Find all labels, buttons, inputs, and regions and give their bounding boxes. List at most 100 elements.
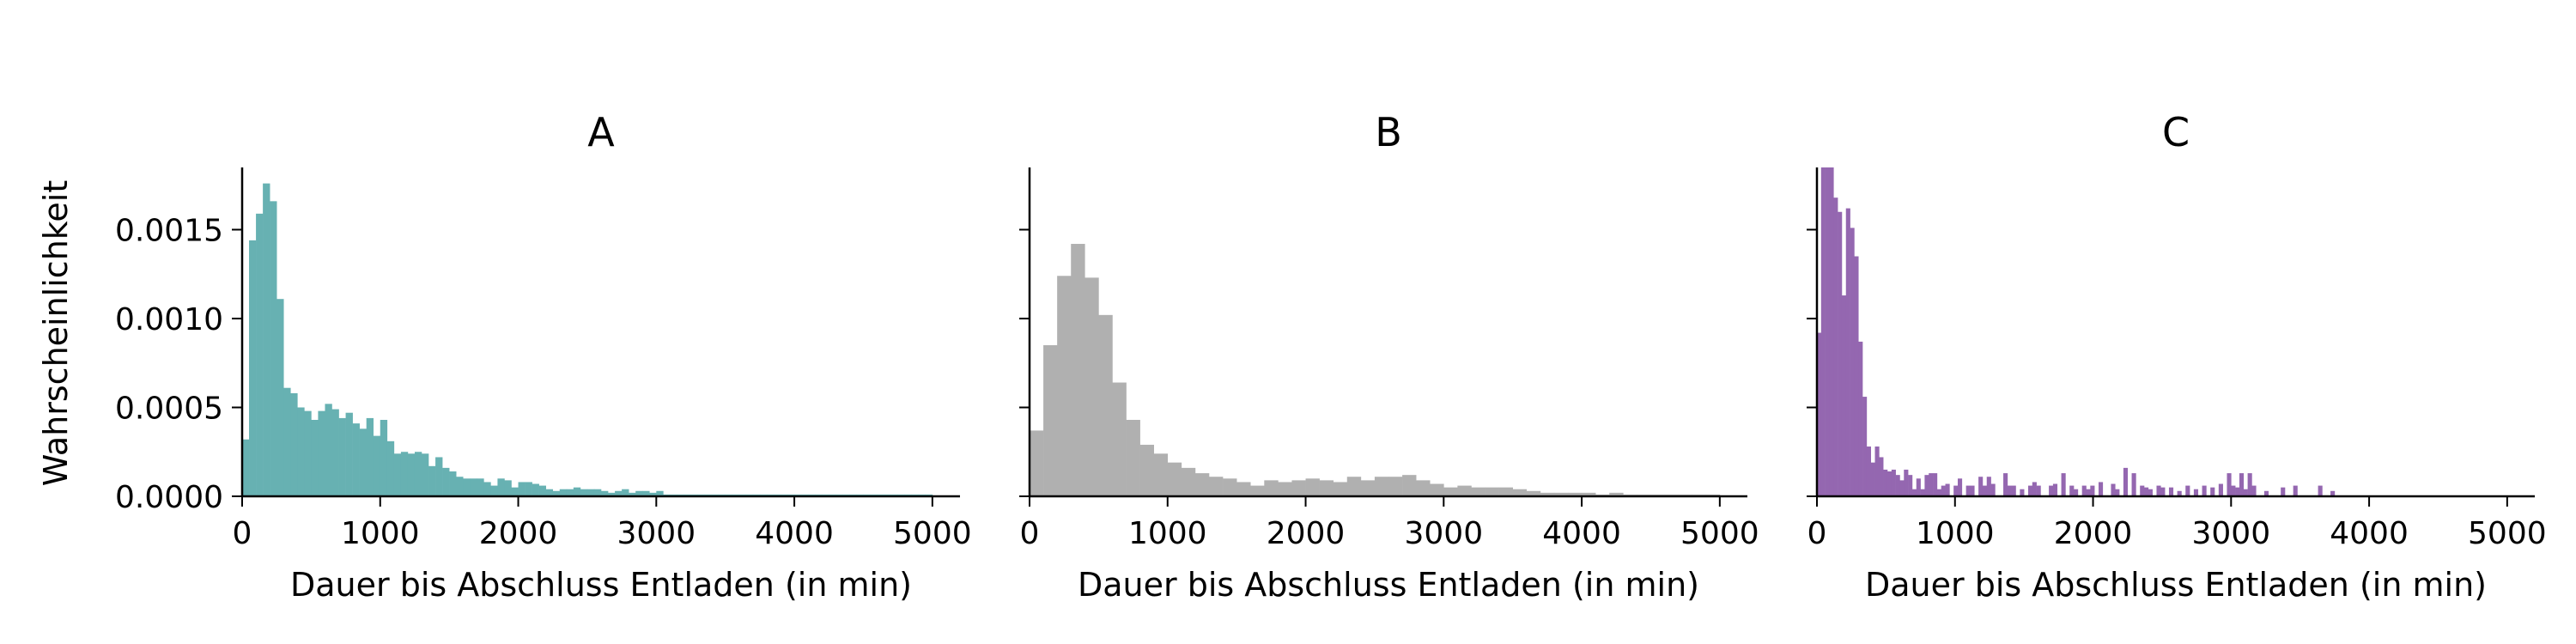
histogram-bar — [1568, 492, 1583, 496]
x-axis-label: Dauer bis Abschluss Entladen (in min) — [1078, 566, 1699, 604]
histogram-bar — [1209, 477, 1224, 496]
axes-group: 0 1000 2000 3000 4000 5000 — [1807, 167, 2547, 551]
histogram-bar — [2281, 487, 2286, 496]
histogram-bar — [2193, 489, 2199, 496]
histogram-bar — [511, 487, 519, 496]
histogram-bar — [263, 183, 270, 496]
histogram-bar — [559, 489, 568, 496]
histogram-bar — [1485, 487, 1499, 496]
histogram-bar — [256, 213, 264, 496]
histogram-bar — [2185, 485, 2190, 496]
bars-group — [1817, 167, 2336, 496]
histogram-bar — [1845, 208, 1850, 496]
histogram-bar — [649, 492, 657, 496]
x-tick-label: 5000 — [893, 516, 972, 551]
x-tick-label: 0 — [1020, 516, 1040, 551]
histogram-bar — [1291, 480, 1306, 496]
histogram-bar — [1402, 475, 1417, 496]
histogram-bar — [270, 201, 277, 496]
histogram-bar — [2007, 485, 2012, 496]
histogram-bar — [338, 417, 346, 496]
histogram-bar — [1112, 382, 1127, 496]
histogram-bar — [304, 410, 312, 496]
histogram-bar — [2049, 485, 2054, 496]
figure-ylabel: Wahrscheinlichkeit — [37, 180, 75, 487]
histogram-bar — [318, 410, 325, 496]
histogram-bar — [1388, 477, 1403, 496]
histogram-bar — [518, 482, 526, 496]
histogram-bar — [2131, 473, 2136, 496]
histogram-bar — [1278, 482, 1292, 496]
x-tick-label: 4000 — [755, 516, 834, 551]
x-tick-label: 2000 — [479, 516, 558, 551]
histogram-bar — [477, 478, 484, 496]
histogram-bar — [573, 487, 581, 496]
histogram-bar — [1057, 276, 1072, 496]
histogram-bar — [1911, 489, 1917, 496]
histogram-bar — [449, 471, 457, 496]
histogram-bar — [380, 419, 388, 496]
histogram-bar — [1924, 475, 1929, 496]
histogram-bar — [497, 478, 505, 496]
histogram-bar — [1471, 487, 1485, 496]
panel-title: A — [587, 109, 615, 155]
x-tick-label: 1000 — [341, 516, 420, 551]
axes-group: 0 1000 2000 3000 4000 5000 0.0000 0.0005 0.0010 0… — [115, 167, 972, 551]
bars-group — [1030, 244, 1721, 496]
histogram-bar — [545, 489, 554, 496]
histogram-bar — [1953, 485, 1959, 496]
histogram-bar — [2061, 473, 2066, 496]
histogram-bar — [1829, 167, 1834, 496]
histogram-bar — [1854, 256, 1859, 496]
histogram-bar — [442, 467, 450, 496]
histogram-bar — [601, 490, 609, 496]
histogram-bar — [2020, 489, 2025, 496]
histogram-bar — [1866, 447, 1871, 496]
histogram-bar — [2247, 473, 2252, 496]
histogram-bar — [1250, 485, 1265, 496]
histogram-bar — [366, 417, 374, 496]
histogram-bar — [1582, 492, 1596, 496]
histogram-bar — [422, 453, 429, 496]
histogram-bar — [1986, 477, 1991, 496]
x-tick-label: 1000 — [1916, 516, 1995, 551]
histogram-bar — [2156, 485, 2161, 496]
histogram-bar — [1264, 480, 1279, 496]
histogram-bar — [2027, 485, 2033, 496]
histogram-bar — [622, 489, 629, 496]
histogram-bar — [1941, 485, 1946, 496]
histogram-bar — [359, 428, 367, 496]
histogram-bar — [2251, 485, 2257, 496]
histogram-bar — [1982, 485, 1988, 496]
histogram-bar — [538, 485, 546, 496]
histogram-bar — [1965, 485, 1971, 496]
histogram-bar — [1071, 244, 1085, 496]
histogram-bar — [1181, 467, 1196, 496]
histogram-bar — [373, 435, 381, 496]
histogram-bar — [2263, 490, 2269, 496]
histogram-bar — [1908, 475, 1913, 496]
histogram-bar — [2318, 485, 2323, 496]
histogram-bar — [400, 452, 409, 496]
x-tick-label: 3000 — [1404, 516, 1483, 551]
histogram-bar — [1886, 471, 1893, 496]
histogram-bar — [2032, 482, 2037, 496]
bars-group — [242, 183, 933, 496]
histogram-bar — [552, 490, 561, 496]
histogram-bar — [1374, 477, 1389, 496]
histogram-bar — [1970, 485, 1975, 496]
histogram-bar — [414, 452, 422, 496]
histogram-bar — [2210, 487, 2215, 496]
x-axis-label: Dauer bis Abschluss Entladen (in min) — [1865, 566, 2487, 604]
x-tick-label: 5000 — [2468, 516, 2547, 551]
histogram-bar — [1858, 341, 1863, 496]
histogram-bar — [2123, 467, 2129, 496]
histogram-bar — [470, 478, 477, 496]
x-tick-label: 2000 — [1267, 516, 1346, 551]
histogram-bar — [1945, 483, 1950, 496]
x-tick-label: 4000 — [1542, 516, 1621, 551]
histogram-bar — [2227, 473, 2232, 496]
histogram-bar — [1817, 332, 1822, 496]
histogram-bar — [1874, 447, 1880, 496]
